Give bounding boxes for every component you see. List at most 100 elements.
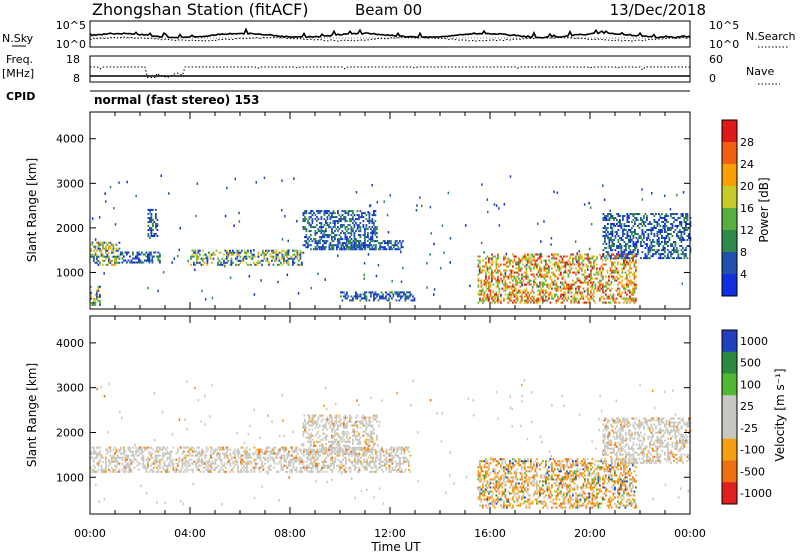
power-echo-cell	[94, 299, 97, 302]
velocity-echo-cell	[244, 462, 247, 465]
velocity-echo-cell	[154, 450, 157, 453]
power-echo-cell	[360, 244, 362, 247]
power-echo-cell	[671, 227, 674, 230]
power-echo-cell	[661, 229, 663, 232]
velocity-echo-cell	[403, 460, 406, 463]
power-echo-cell	[626, 285, 628, 288]
power-echo-cell	[560, 261, 562, 264]
velocity-echo-cell	[301, 460, 304, 463]
velocity-echo-cell	[210, 462, 212, 465]
power-echo-cell	[515, 295, 517, 298]
power-echo-cell	[482, 301, 484, 304]
power-echo-cell	[628, 257, 630, 260]
power-echo-cell	[297, 292, 300, 295]
velocity-echo-cell	[322, 462, 325, 465]
power-echo-cell	[507, 257, 510, 260]
power-echo-cell	[298, 263, 300, 266]
velocity-echo-cell	[184, 464, 187, 467]
power-echo-cell	[652, 241, 654, 244]
velocity-echo-cell	[371, 440, 374, 443]
power-echo-cell	[132, 257, 134, 260]
power-echo-cell	[576, 252, 578, 255]
power-echo-cell	[655, 251, 657, 254]
power-echo-cell	[605, 217, 608, 220]
power-echo-cell	[593, 265, 595, 268]
velocity-echo-cell	[322, 448, 324, 451]
power-echo-cell	[334, 234, 336, 237]
power-echo-cell	[664, 231, 666, 234]
power-echo-cell	[611, 231, 614, 234]
velocity-echo-cell	[162, 448, 164, 451]
power-echo-cell	[340, 218, 342, 221]
power-echo-cell	[483, 291, 486, 294]
velocity-echo-cell	[337, 464, 340, 467]
power-echo-cell	[151, 261, 154, 264]
power-echo-cell	[226, 186, 228, 190]
power-echo-cell	[533, 257, 535, 260]
power-echo-cell	[676, 235, 678, 238]
velocity-echo-cell	[366, 450, 368, 453]
power-echo-cell	[319, 222, 321, 225]
power-echo-cell	[671, 249, 674, 252]
power-echo-cell	[560, 255, 562, 258]
power-echo-cell	[552, 281, 555, 284]
power-echo-cell	[608, 295, 610, 298]
power-echo-cell	[540, 255, 543, 258]
power-echo-cell	[537, 299, 540, 302]
power-echo-cell	[328, 234, 330, 237]
power-echo-cell	[317, 230, 320, 233]
velocity-echo-cell	[108, 446, 110, 449]
power-echo-cell	[555, 283, 558, 286]
power-echo-cell	[305, 212, 308, 215]
power-echo-cell	[629, 241, 632, 244]
velocity-echo-cell	[370, 456, 373, 459]
velocity-echo-cell	[307, 440, 309, 443]
velocity-echo-cell	[408, 446, 410, 449]
velocity-echo-cell	[311, 420, 314, 423]
velocity-echo-cell	[302, 442, 305, 445]
power-echo-cell	[629, 213, 632, 216]
power-echo-cell	[371, 214, 374, 217]
power-echo-cell	[150, 227, 153, 230]
velocity-echo-cell	[124, 460, 127, 463]
power-echo-cell	[138, 253, 140, 256]
velocity-echo-cell	[246, 466, 248, 469]
power-echo-cell	[416, 204, 418, 207]
power-echo-cell	[498, 299, 501, 302]
velocity-echo-cell	[394, 468, 397, 471]
power-echo-cell	[668, 227, 671, 230]
power-echo-cell	[608, 297, 610, 300]
velocity-echo-cell	[338, 442, 341, 445]
power-echo-cell	[318, 240, 320, 243]
power-echo-cell	[352, 244, 355, 247]
power-echo-cell	[647, 249, 650, 252]
power-echo-cell	[358, 295, 360, 298]
power-echo-cell	[677, 257, 680, 260]
power-echo-cell	[603, 291, 606, 294]
power-echo-cell	[365, 297, 368, 300]
velocity-echo-cell	[370, 432, 372, 435]
velocity-echo-cell	[359, 436, 362, 439]
power-echo-cell	[150, 208, 153, 211]
power-echo-cell	[635, 233, 638, 236]
velocity-echo-cell	[187, 462, 190, 465]
power-echo-cell	[504, 285, 507, 288]
power-echo-cell	[602, 213, 605, 216]
power-echo-cell	[263, 257, 266, 260]
power-echo-cell	[557, 287, 559, 290]
velocity-echo-cell	[373, 442, 375, 445]
velocity-echo-cell	[157, 446, 160, 449]
power-echo-cell	[613, 239, 615, 242]
power-echo-cell	[521, 283, 524, 287]
power-echo-cell	[112, 251, 115, 254]
velocity-echo-cell	[156, 460, 158, 463]
velocity-echo-cell	[148, 446, 151, 449]
power-echo-cell	[629, 237, 632, 240]
power-echo-cell	[491, 269, 493, 272]
velocity-echo-cell	[219, 458, 221, 461]
power-echo-cell	[576, 271, 579, 274]
power-echo-cell	[109, 247, 112, 250]
power-echo-cell	[93, 259, 95, 262]
velocity-echo-cell	[150, 452, 152, 455]
power-echo-cell	[315, 248, 317, 251]
